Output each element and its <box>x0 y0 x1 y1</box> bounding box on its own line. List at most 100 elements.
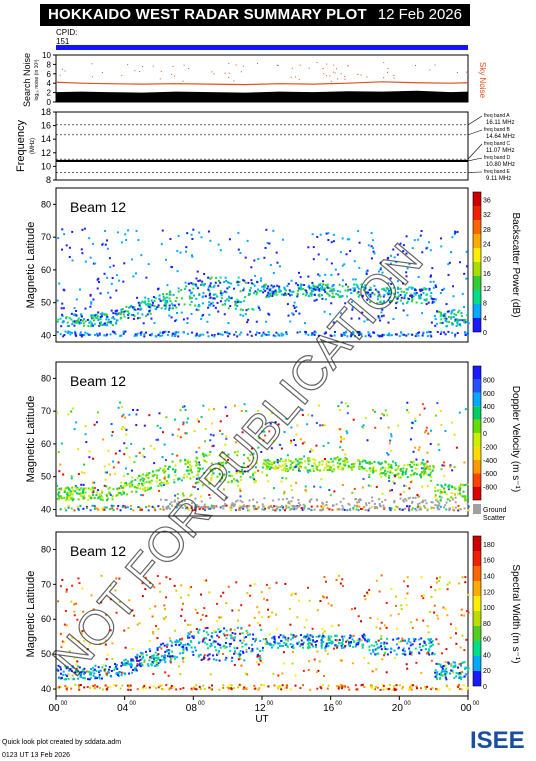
scatter-cell <box>191 509 194 512</box>
scatter-cell <box>124 505 127 508</box>
ground-scatter-cell <box>169 507 172 510</box>
scatter-cell <box>319 600 322 603</box>
scatter-cell <box>319 486 322 489</box>
scatter-cell <box>142 686 145 689</box>
scatter-cell <box>182 602 185 605</box>
scatter-cell <box>441 288 444 291</box>
scatter-cell <box>135 424 138 427</box>
scatter-cell <box>219 300 222 303</box>
scatter-cell <box>196 287 199 290</box>
scatter-cell <box>387 282 390 285</box>
scatter-cell <box>89 676 92 679</box>
scatter-cell <box>266 467 269 470</box>
scatter-cell <box>467 669 470 672</box>
scatter-cell <box>208 686 211 689</box>
sky-noise-point <box>142 66 144 68</box>
scatter-cell <box>167 330 170 333</box>
scatter-cell <box>235 472 238 475</box>
scatter-cell <box>150 299 153 302</box>
scatter-cell <box>409 644 412 647</box>
scatter-cell <box>259 640 262 643</box>
scatter-cell <box>193 635 196 638</box>
scatter-cell <box>457 509 460 512</box>
scatter-cell <box>74 330 77 333</box>
scatter-cell <box>329 290 332 293</box>
scatter-cell <box>84 260 87 263</box>
colorbar-tick-label: -400 <box>483 458 497 465</box>
ground-scatter-cell <box>448 499 451 502</box>
ground-scatter-cell <box>375 506 378 509</box>
scatter-cell <box>246 591 249 594</box>
scatter-cell <box>176 434 179 437</box>
scatter-cell <box>143 478 146 481</box>
scatter-cell <box>378 335 381 338</box>
scatter-cell <box>198 335 201 338</box>
scatter-cell <box>251 649 254 652</box>
scatter-cell <box>254 640 257 643</box>
scatter-cell <box>386 648 389 651</box>
scatter-cell <box>188 295 191 298</box>
scatter-cell <box>419 473 422 476</box>
scatter-cell <box>419 472 422 475</box>
scatter-cell <box>359 333 362 336</box>
search-noise-area <box>56 90 468 102</box>
scatter-cell <box>198 508 201 511</box>
scatter-cell <box>439 332 442 335</box>
scatter-cell <box>265 296 268 299</box>
scatter-cell <box>186 232 189 235</box>
scatter-cell <box>144 301 147 304</box>
scatter-cell <box>177 303 180 306</box>
scatter-cell <box>459 646 462 649</box>
scatter-cell <box>118 577 121 580</box>
scatter-cell <box>410 684 413 687</box>
scatter-cell <box>165 296 168 299</box>
scatter-cell <box>76 618 79 621</box>
scatter-cell <box>140 331 143 334</box>
scatter-cell <box>266 599 269 602</box>
scatter-cell <box>77 317 80 320</box>
scatter-cell <box>194 304 197 307</box>
scatter-cell <box>250 334 253 337</box>
scatter-cell <box>422 474 425 477</box>
scatter-cell <box>165 576 168 579</box>
scatter-cell <box>159 508 162 511</box>
scatter-cell <box>236 298 239 301</box>
scatter-cell <box>228 295 231 298</box>
scatter-cell <box>320 294 323 297</box>
scatter-cell <box>150 332 153 335</box>
scatter-cell <box>307 413 310 416</box>
scatter-cell <box>307 643 310 646</box>
scatter-cell <box>422 619 425 622</box>
scatter-cell <box>163 644 166 647</box>
scatter-cell <box>224 406 227 409</box>
scatter-cell <box>188 289 191 292</box>
scatter-cell <box>110 504 113 507</box>
sky-noise-point <box>456 72 458 74</box>
scatter-cell <box>390 465 393 468</box>
scatter-cell <box>66 331 69 334</box>
scatter-cell <box>158 582 161 585</box>
ground-scatter-label: Scatter <box>483 515 506 522</box>
scatter-cell <box>260 616 263 619</box>
scatter-cell <box>125 662 128 665</box>
scatter-cell <box>425 247 428 250</box>
scatter-cell <box>112 466 115 469</box>
scatter-cell <box>189 630 192 633</box>
scatter-cell <box>149 306 152 309</box>
scatter-cell <box>272 290 275 293</box>
scatter-cell <box>262 638 265 641</box>
ground-scatter-cell <box>231 503 234 506</box>
scatter-cell <box>397 613 400 616</box>
scatter-cell <box>401 333 404 336</box>
scatter-cell <box>61 228 64 231</box>
scatter-cell <box>325 258 328 261</box>
scatter-cell <box>422 292 425 295</box>
scatter-cell <box>448 484 451 487</box>
scatter-cell <box>252 452 255 455</box>
scatter-cell <box>414 467 417 470</box>
scatter-cell <box>291 461 294 464</box>
scatter-cell <box>374 648 377 651</box>
scatter-cell <box>286 303 289 306</box>
scatter-cell <box>163 471 166 474</box>
scatter-cell <box>415 458 418 461</box>
